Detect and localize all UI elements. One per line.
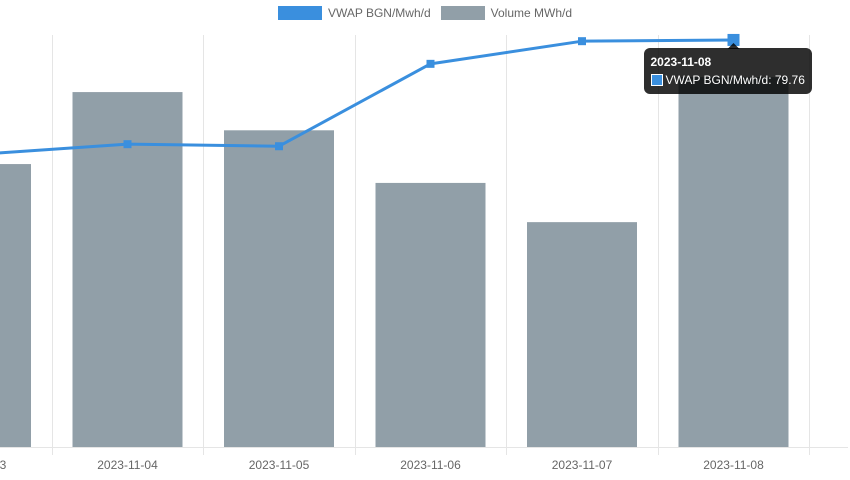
tooltip-swatch [650, 73, 663, 86]
vwap-point [275, 142, 283, 151]
x-tick-label: 2023-11-08 [703, 458, 764, 472]
volume-bar [375, 182, 486, 447]
tooltip-title: 2023-11-08 [650, 54, 712, 69]
vwap-point [123, 140, 132, 149]
vwap-point [727, 33, 740, 46]
volume-bar [72, 92, 183, 447]
vwap-point [578, 37, 586, 46]
vwap-point [426, 59, 435, 68]
legend: VWAP BGN/Mwh/d Volume MWh/d [0, 6, 850, 20]
legend-item-vwap[interactable]: VWAP BGN/Mwh/d [277, 6, 431, 20]
volume-bar [527, 222, 637, 447]
x-tick-label: 2023-11-06 [400, 458, 461, 472]
volume-bar [0, 164, 31, 447]
legend-swatch-volume [440, 6, 485, 20]
x-tick-label: 2023-11-04 [97, 458, 158, 472]
tooltip-label: VWAP BGN/Mwh/d: 79.76 [665, 72, 805, 87]
x-tick-label: 2023-11-03 [0, 458, 7, 472]
legend-label-volume: Volume MWh/d [490, 6, 573, 20]
tooltip-row: VWAP BGN/Mwh/d: 79.76 [650, 71, 805, 89]
tooltip: 2023-11-08 VWAP BGN/Mwh/d: 79.76 [643, 47, 812, 94]
tooltip-caret [727, 42, 740, 49]
legend-item-volume[interactable]: Volume MWh/d [440, 6, 573, 20]
vwap-line [0, 38, 734, 155]
legend-label-vwap: VWAP BGN/Mwh/d [327, 6, 431, 20]
x-tick-label: 2023-11-05 [249, 458, 310, 472]
x-tick-label: 2023-11-07 [552, 458, 613, 472]
volume-bar [678, 77, 789, 447]
legend-swatch-vwap [277, 6, 322, 20]
volume-bar [224, 130, 334, 447]
